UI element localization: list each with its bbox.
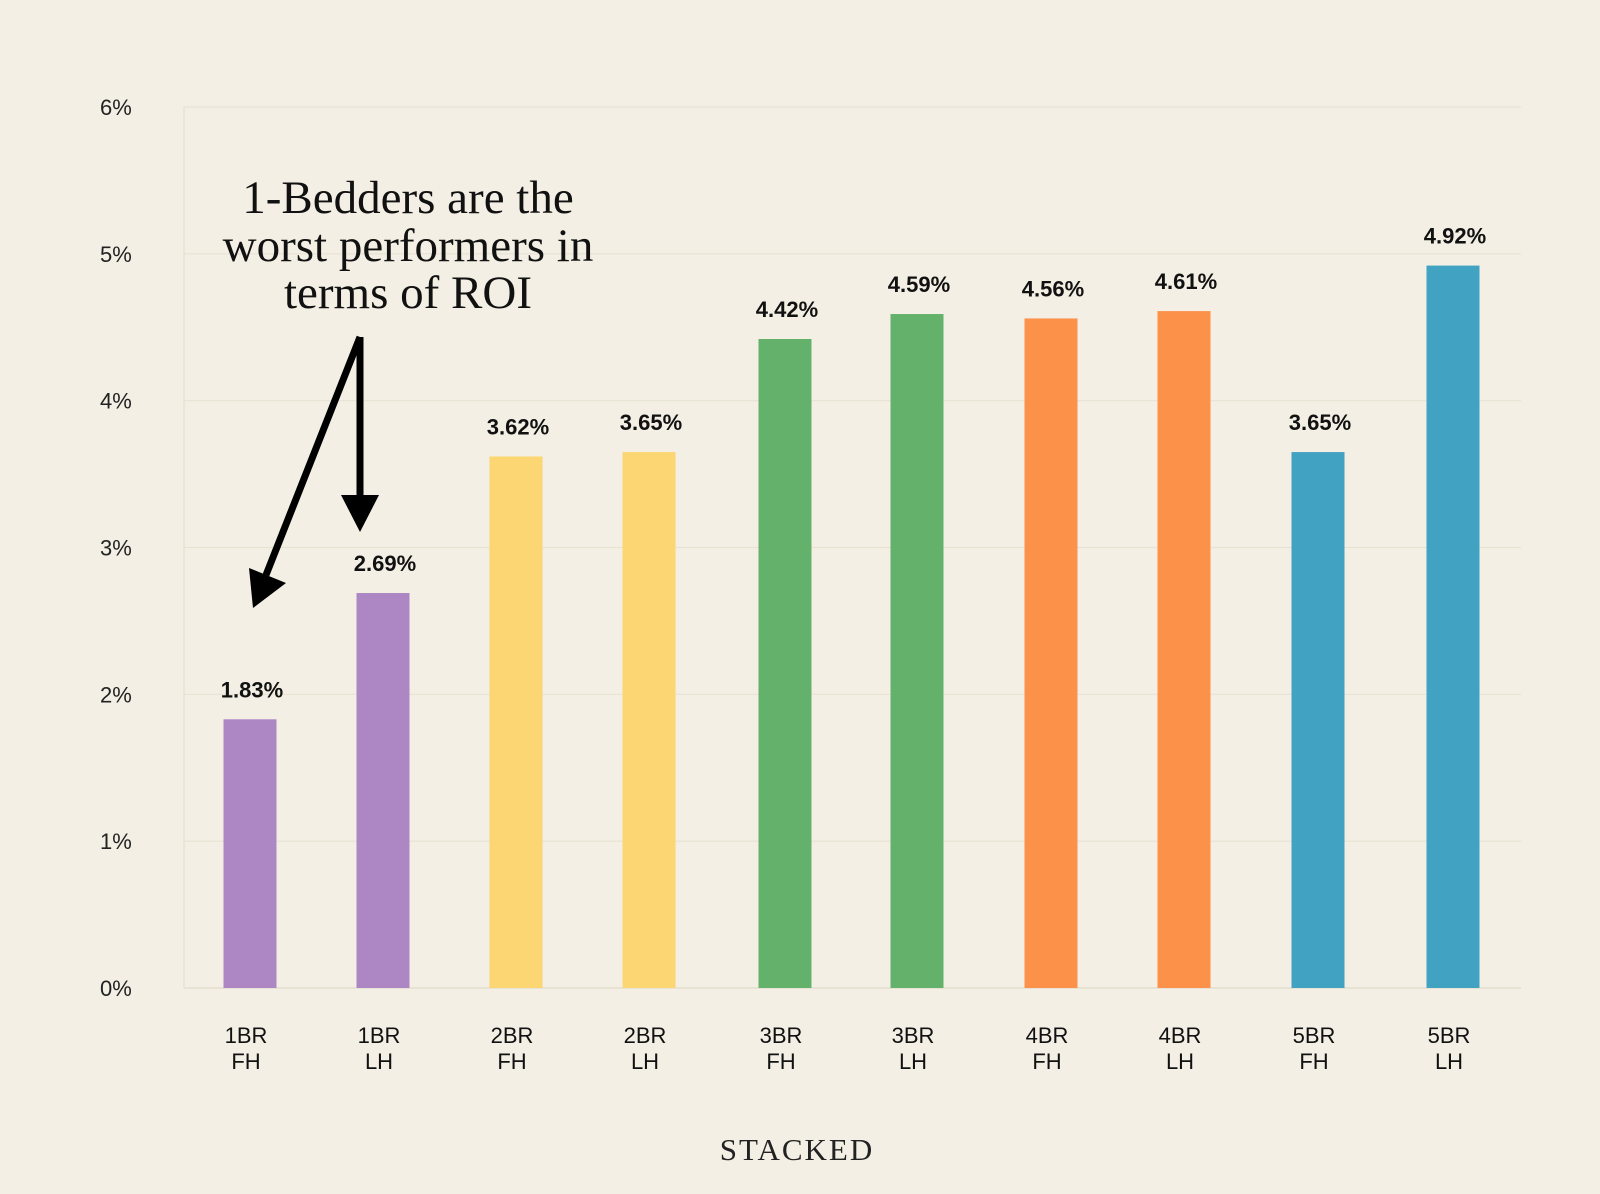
annotation-line-1: 1-Bedders are the xyxy=(242,172,573,224)
annotation: 1-Bedders are the worst performers in te… xyxy=(223,172,594,608)
y-tick-label: 2% xyxy=(100,682,132,707)
x-tick-label: LH xyxy=(1166,1049,1194,1074)
bar-5br-fh xyxy=(1291,452,1345,988)
x-tick-label: FH xyxy=(231,1049,260,1074)
bar-4br-fh xyxy=(1024,318,1078,988)
y-tick-label: 3% xyxy=(100,536,132,561)
x-tick-label: FH xyxy=(1299,1049,1328,1074)
bar-1br-fh xyxy=(223,719,277,988)
y-tick-label: 1% xyxy=(100,829,132,854)
x-tick-label: 1BR xyxy=(358,1023,401,1048)
brand-logo: STACKED xyxy=(720,1132,874,1167)
x-tick-label: 3BR xyxy=(892,1023,935,1048)
x-tick-label: FH xyxy=(766,1049,795,1074)
y-tick-label: 4% xyxy=(100,389,132,414)
data-label: 3.62% xyxy=(487,414,549,439)
x-tick-label: FH xyxy=(1032,1049,1061,1074)
bar-4br-lh xyxy=(1157,311,1211,988)
x-tick-label: 4BR xyxy=(1159,1023,1202,1048)
data-label: 4.56% xyxy=(1022,276,1084,301)
x-tick-label: 5BR xyxy=(1428,1023,1471,1048)
x-tick-label: 5BR xyxy=(1293,1023,1336,1048)
arrow-to-1br-fh xyxy=(249,335,364,608)
bar-3br-lh xyxy=(890,314,944,988)
data-label: 3.65% xyxy=(620,410,682,435)
data-label: 2.69% xyxy=(354,551,416,576)
annotation-line-3: terms of ROI xyxy=(284,267,532,319)
x-tick-label: LH xyxy=(365,1049,393,1074)
data-label: 1.83% xyxy=(221,677,283,702)
x-tick-label: 1BR xyxy=(225,1023,268,1048)
y-tick-label: 0% xyxy=(100,976,132,1001)
x-tick-label: 2BR xyxy=(624,1023,667,1048)
x-tick-label: 3BR xyxy=(760,1023,803,1048)
bar-2br-fh xyxy=(489,456,543,988)
arrow-to-1br-lh xyxy=(341,337,379,532)
bar-3br-fh xyxy=(758,338,812,988)
x-tick-label: 2BR xyxy=(491,1023,534,1048)
x-tick-label: FH xyxy=(497,1049,526,1074)
data-label: 4.92% xyxy=(1424,224,1486,249)
data-label: 3.65% xyxy=(1289,410,1351,435)
data-label: 4.59% xyxy=(888,272,950,297)
y-tick-label: 6% xyxy=(100,95,132,120)
x-tick-label: LH xyxy=(899,1049,927,1074)
bar-5br-lh xyxy=(1426,265,1480,989)
x-tick-label: LH xyxy=(631,1049,659,1074)
y-tick-label: 5% xyxy=(100,242,132,267)
bar-1br-lh xyxy=(356,593,410,988)
annotation-line-2: worst performers in xyxy=(223,220,594,272)
x-tick-label: LH xyxy=(1435,1049,1463,1074)
bar-2br-lh xyxy=(622,452,676,988)
data-label: 4.42% xyxy=(756,297,818,322)
x-tick-label: 4BR xyxy=(1026,1023,1069,1048)
data-label: 4.61% xyxy=(1155,269,1217,294)
